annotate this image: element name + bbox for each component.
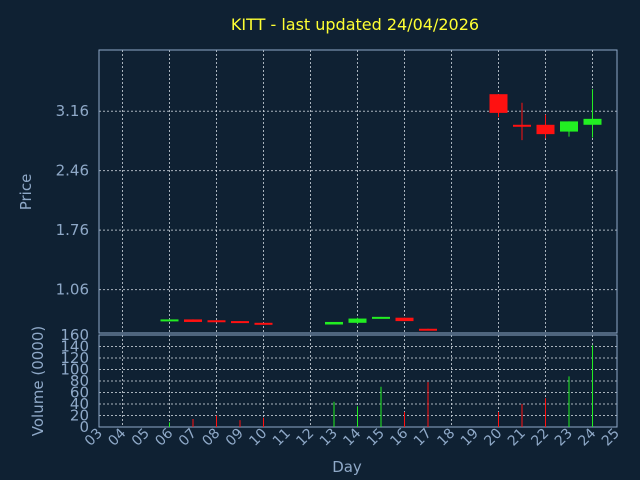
volume-tick-label: 120 — [60, 349, 89, 367]
candle — [254, 322, 273, 325]
x-tick-label: 08 — [199, 426, 223, 450]
candle-body — [207, 320, 226, 323]
x-tick-label: 19 — [458, 426, 482, 450]
candle — [560, 121, 578, 137]
volume-tick-label: 60 — [70, 384, 89, 402]
volume-axis-label: Volume (0000) — [29, 326, 47, 436]
x-tick-label: 12 — [293, 426, 317, 450]
candle-body — [419, 328, 437, 331]
candle-body — [325, 321, 343, 325]
x-tick-label: 21 — [505, 426, 529, 450]
candle-body — [372, 316, 390, 319]
x-tick-label: 24 — [575, 425, 599, 449]
price-tick-label: 1.06 — [56, 281, 89, 299]
x-tick-label: 09 — [223, 426, 247, 450]
chart-title: KITT - last updated 24/04/2026 — [231, 15, 479, 34]
x-tick-label: 22 — [528, 426, 552, 450]
candle-body — [348, 318, 367, 323]
volume-tick-label: 80 — [70, 372, 89, 390]
x-tick-label: 16 — [387, 425, 411, 449]
x-tick-label: 20 — [481, 426, 505, 450]
candle-body — [583, 118, 602, 125]
volume-tick-label: 140 — [60, 338, 89, 356]
candle-body — [489, 94, 508, 113]
candle — [489, 94, 508, 118]
candle — [348, 317, 367, 324]
x-tick-label: 15 — [364, 426, 388, 450]
x-tick-label: 17 — [411, 426, 435, 450]
candle — [160, 319, 179, 322]
candle — [207, 320, 226, 323]
x-tick-label: 04 — [105, 425, 129, 449]
x-axis-ticks: 03 04 05 06 07 08 09 10 11 12 13 14 15 16 17 18 19 20 21 22… — [82, 425, 623, 449]
candle-body — [254, 322, 273, 325]
x-tick-label: 10 — [246, 426, 270, 450]
price-axis-ticks: 1.06 1.76 2.46 3.16 — [56, 102, 89, 298]
volume-bars — [169, 345, 593, 427]
candle — [325, 321, 343, 325]
price-tick-label: 1.76 — [56, 221, 89, 239]
candle — [231, 321, 249, 324]
candle-body — [231, 321, 249, 324]
volume-tick-label: 160 — [60, 326, 89, 344]
price-axis-label: Price — [17, 174, 35, 211]
candle-body — [395, 317, 414, 322]
volume-tick-label: 100 — [60, 361, 89, 379]
candle-body — [184, 319, 202, 322]
x-tick-label: 23 — [552, 426, 576, 450]
x-tick-label: 13 — [317, 426, 341, 450]
grid-lines — [99, 50, 617, 427]
candle — [583, 89, 602, 138]
candle — [372, 316, 390, 319]
candle-body — [536, 124, 555, 135]
candle — [513, 102, 531, 141]
x-tick-label: 07 — [176, 426, 200, 450]
candle-body — [160, 319, 179, 322]
candle — [184, 319, 202, 322]
price-tick-label: 2.46 — [56, 162, 89, 180]
candle-body — [560, 121, 578, 132]
x-tick-label: 06 — [152, 425, 176, 449]
price-panel-frame — [98, 49, 618, 334]
candle — [536, 114, 555, 139]
volume-tick-label: 20 — [70, 407, 89, 425]
x-tick-label: 25 — [599, 426, 623, 450]
candle-body — [513, 124, 531, 127]
volume-tick-label: 0 — [79, 418, 89, 436]
x-tick-label: 11 — [270, 426, 294, 450]
x-tick-label: 18 — [434, 426, 458, 450]
volume-tick-label: 40 — [70, 395, 89, 413]
price-tick-label: 3.16 — [56, 102, 89, 120]
x-tick-label: 14 — [340, 425, 364, 449]
candle — [395, 317, 414, 322]
price-candles — [160, 89, 602, 331]
x-tick-label: 05 — [129, 426, 153, 450]
x-axis-label: Day — [332, 458, 362, 476]
candle — [419, 328, 437, 331]
